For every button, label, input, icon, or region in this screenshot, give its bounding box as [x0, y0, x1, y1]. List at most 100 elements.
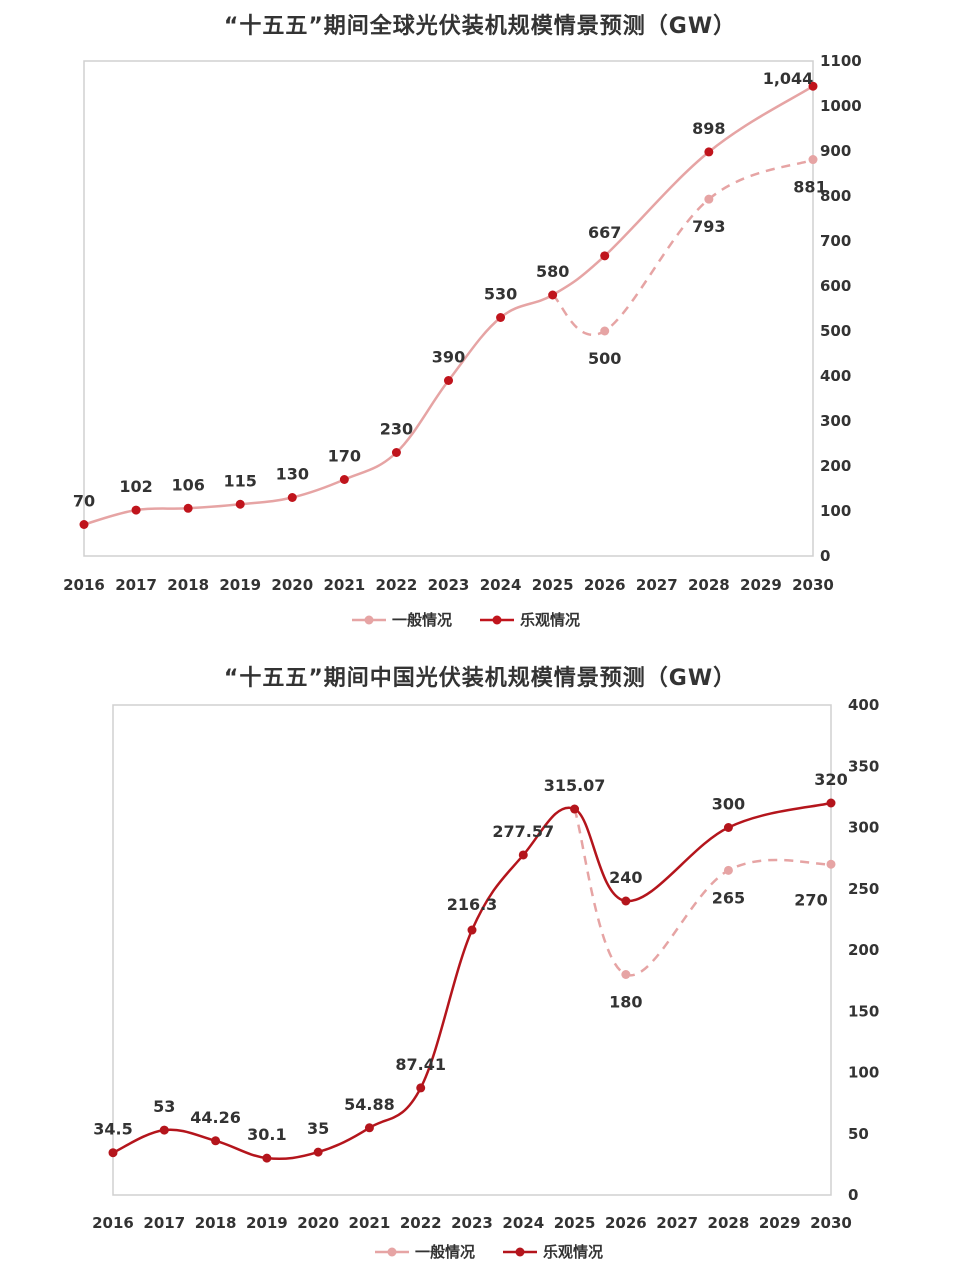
- x-tick-label: 2021: [349, 1214, 391, 1232]
- x-tick-label: 2027: [636, 576, 678, 594]
- series-line-optimistic: [83, 85, 814, 526]
- legend-swatch-marker: [492, 615, 502, 625]
- x-tick-label: 2019: [246, 1214, 288, 1232]
- data-point-optimistic: [235, 499, 245, 509]
- data-label-optimistic: 87.41: [395, 1055, 446, 1074]
- x-tick-label: 2022: [400, 1214, 442, 1232]
- legend-item-optimistic: 乐观情况: [480, 611, 580, 629]
- x-tick-label: 2023: [451, 1214, 493, 1232]
- legend-item-general: 一般情况: [375, 1243, 475, 1261]
- x-tick-label: 2026: [584, 576, 626, 594]
- y-tick-label: 100: [820, 502, 851, 520]
- x-tick-label: 2026: [605, 1214, 647, 1232]
- chart-2: 2016 2017 2018 2019 2020 2021 2022 2023 2024 2025…: [92, 696, 879, 1261]
- x-tick-label: 2016: [92, 1214, 134, 1232]
- x-tick-label: 2024: [502, 1214, 544, 1232]
- x-tick-label: 2016: [63, 576, 105, 594]
- data-point-optimistic: [621, 896, 631, 906]
- data-label-general: 500: [588, 349, 621, 368]
- y-tick-label: 500: [820, 322, 851, 340]
- data-label-optimistic: 170: [328, 447, 361, 466]
- legend-swatch-marker: [515, 1247, 525, 1257]
- data-point-optimistic: [108, 1148, 118, 1158]
- series-line-general: [573, 808, 832, 977]
- data-label-optimistic: 530: [484, 285, 517, 304]
- x-tick-label: 2020: [271, 576, 313, 594]
- x-tick-label: 2025: [554, 1214, 596, 1232]
- data-point-optimistic: [79, 520, 89, 529]
- legend-label: 乐观情况: [543, 1243, 603, 1261]
- data-point-optimistic: [570, 804, 580, 814]
- y-tick-label: 1100: [820, 52, 862, 70]
- y-tick-label: 0: [848, 1186, 858, 1204]
- data-label-optimistic: 277.57: [492, 822, 554, 841]
- data-label-general: 881: [793, 178, 826, 197]
- data-point-optimistic: [416, 1083, 426, 1093]
- x-tick-label: 2024: [480, 576, 522, 594]
- x-tick-label: 2021: [323, 576, 365, 594]
- legend-label: 一般情况: [392, 611, 452, 629]
- data-label-optimistic: 240: [609, 868, 642, 887]
- y-tick-label: 100: [848, 1064, 879, 1082]
- x-tick-label: 2028: [708, 1214, 750, 1232]
- data-label-optimistic: 70: [73, 492, 95, 511]
- y-tick-label: 300: [848, 819, 879, 837]
- data-point-general: [826, 859, 836, 869]
- x-tick-label: 2020: [297, 1214, 339, 1232]
- data-label-optimistic: 44.26: [190, 1108, 241, 1127]
- x-tick-label: 2018: [167, 576, 209, 594]
- data-point-optimistic: [131, 505, 141, 515]
- chart-1: 2016 2017 2018 2019 2020 2021 2022 2023 2024 2025…: [63, 52, 862, 629]
- legend-item-optimistic: 乐观情况: [503, 1243, 603, 1261]
- data-label-optimistic: 580: [536, 262, 569, 281]
- data-point-optimistic: [723, 823, 733, 832]
- data-label-optimistic: 35: [307, 1119, 329, 1138]
- data-point-optimistic: [391, 448, 401, 457]
- chart-2-title: “十五五”期间中国光伏装机规模情景预测（GW）: [223, 666, 737, 691]
- y-tick-label: 700: [820, 232, 851, 250]
- data-point-optimistic: [211, 1136, 221, 1146]
- x-tick-label: 2027: [656, 1214, 698, 1232]
- data-label-optimistic: 390: [432, 348, 465, 367]
- data-point-general: [600, 326, 610, 336]
- data-point-optimistic: [467, 925, 477, 935]
- data-label-optimistic: 1,044: [763, 69, 814, 88]
- y-tick-label: 400: [820, 367, 851, 385]
- x-tick-label: 2030: [810, 1214, 852, 1232]
- data-label-general: 265: [712, 888, 745, 907]
- data-point-optimistic: [183, 503, 193, 513]
- data-label-general: 270: [794, 890, 827, 909]
- y-tick-label: 300: [820, 412, 851, 430]
- data-point-optimistic: [444, 376, 453, 385]
- data-label-optimistic: 667: [588, 223, 621, 242]
- data-label-optimistic: 300: [712, 795, 745, 814]
- legend-swatch-marker: [364, 615, 374, 625]
- data-label-optimistic: 115: [224, 471, 257, 490]
- data-point-optimistic: [159, 1125, 169, 1135]
- data-point-general: [704, 194, 714, 204]
- legend-swatch-marker: [387, 1247, 397, 1257]
- x-tick-label: 2029: [740, 576, 782, 594]
- y-tick-label: 150: [848, 1002, 879, 1020]
- x-tick-label: 2019: [219, 576, 261, 594]
- data-point-optimistic: [704, 147, 714, 157]
- y-tick-label: 800: [820, 187, 851, 205]
- x-tick-label: 2017: [115, 576, 157, 594]
- data-label-optimistic: 898: [692, 119, 725, 138]
- x-tick-label: 2018: [195, 1214, 237, 1232]
- data-label-optimistic: 320: [814, 770, 847, 789]
- y-tick-label: 600: [820, 277, 851, 295]
- data-point-optimistic: [808, 81, 818, 91]
- x-tick-label: 2023: [428, 576, 470, 594]
- data-label-optimistic: 130: [276, 465, 309, 484]
- data-point-optimistic: [496, 313, 506, 322]
- data-point-optimistic: [287, 493, 297, 502]
- data-label-optimistic: 102: [119, 477, 152, 496]
- data-label-optimistic: 34.5: [93, 1120, 132, 1139]
- data-label-general: 793: [692, 217, 725, 236]
- data-point-optimistic: [313, 1147, 323, 1157]
- chart-1-title: “十五五”期间全球光伏装机规模情景预测（GW）: [223, 14, 737, 39]
- x-tick-label: 2030: [792, 576, 834, 594]
- x-tick-label: 2025: [532, 576, 574, 594]
- data-point-optimistic: [339, 475, 349, 484]
